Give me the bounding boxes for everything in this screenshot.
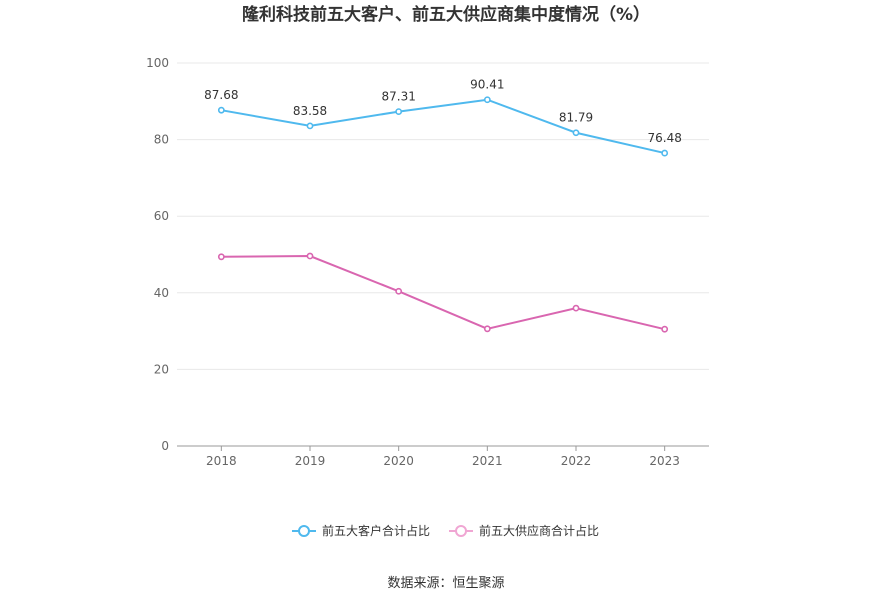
x-tick-label: 2023 <box>649 454 680 468</box>
data-point[interactable] <box>395 108 403 116</box>
grid-lines <box>177 62 709 370</box>
x-tick-label: 2022 <box>561 454 592 468</box>
legend-item-2[interactable]: 前五大供应商合计占比 <box>449 523 599 538</box>
data-point[interactable] <box>306 252 314 260</box>
data-point[interactable] <box>395 287 403 295</box>
data-label: 87.31 <box>381 90 415 104</box>
y-tick-label: 60 <box>154 209 169 223</box>
legend-label: 前五大客户合计占比 <box>322 523 430 538</box>
legend-marker <box>298 525 310 537</box>
data-point[interactable] <box>483 325 491 333</box>
series-line-1 <box>221 98 665 155</box>
y-tick-label: 40 <box>154 286 169 300</box>
x-tick-label: 2019 <box>295 454 326 468</box>
y-tick-label: 20 <box>154 362 169 376</box>
y-axis: 0 20 40 60 80 100 <box>146 56 169 453</box>
data-point[interactable] <box>217 253 225 261</box>
data-point[interactable] <box>572 129 580 137</box>
data-label: 87.68 <box>204 88 238 102</box>
data-point[interactable] <box>217 106 225 114</box>
chart-title: 隆利科技前五大客户、前五大供应商集中度情况（%） <box>242 4 650 25</box>
x-tick-label: 2021 <box>472 454 503 468</box>
data-point[interactable] <box>306 122 314 130</box>
series-1: 87.68 83.58 87.31 90.41 81.79 76.48 <box>204 78 682 157</box>
data-label: 81.79 <box>559 111 593 125</box>
data-label: 76.48 <box>647 131 681 145</box>
legend-marker <box>455 525 467 537</box>
y-tick-label: 0 <box>161 439 169 453</box>
legend: 前五大客户合计占比 前五大供应商合计占比 <box>292 523 599 538</box>
data-point[interactable] <box>483 96 491 104</box>
x-tick-label: 2018 <box>206 454 237 468</box>
series-layer: 87.68 83.58 87.31 90.41 81.79 76.48 <box>204 78 682 333</box>
data-point[interactable] <box>572 304 580 312</box>
x-axis: 2018 2019 2020 2021 2022 2023 <box>177 445 709 468</box>
y-tick-label: 100 <box>146 56 169 70</box>
series-2 <box>217 252 669 333</box>
source-note: 数据来源：恒生聚源 <box>387 576 504 591</box>
legend-label: 前五大供应商合计占比 <box>479 523 599 538</box>
data-point[interactable] <box>661 149 669 157</box>
series-line-2 <box>221 255 665 331</box>
y-tick-label: 80 <box>154 133 169 147</box>
legend-item-1[interactable]: 前五大客户合计占比 <box>292 523 430 538</box>
data-label: 90.41 <box>470 78 504 92</box>
data-label: 83.58 <box>293 104 327 118</box>
data-point[interactable] <box>661 325 669 333</box>
x-tick-label: 2020 <box>383 454 414 468</box>
